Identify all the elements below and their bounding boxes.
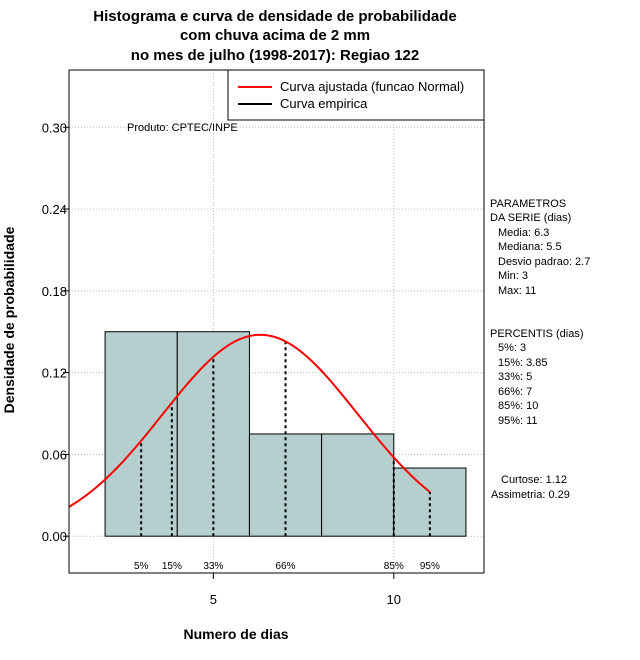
- pct-value-85: 85%: 10: [498, 400, 538, 412]
- x-axis-label: Numero de dias: [183, 626, 288, 642]
- y-tick-label: 0.18: [42, 284, 67, 299]
- series-parameters: PARAMETROS DA SERIE (dias) Media: 6.3 Me…: [490, 198, 590, 297]
- percentile-label: 33%: [203, 561, 223, 572]
- legend-box: [227, 69, 485, 121]
- title-line-3: no mes de julho (1998-2017): Regiao 122: [131, 47, 419, 64]
- percentile-lines: 5% 15% 33% 66% 85% 95%: [134, 341, 440, 572]
- y-tick-label: 0.06: [42, 447, 67, 462]
- param-max: Max: 11: [498, 285, 536, 297]
- pct-value-15: 15%: 3.85: [498, 357, 548, 369]
- y-axis: 0.00 0.06 0.12 0.18 0.24 0.30: [42, 120, 69, 544]
- y-tick-label: 0.12: [42, 366, 67, 381]
- percentile-label: 95%: [420, 561, 440, 572]
- pct-value-95: 95%: 11: [498, 415, 538, 427]
- title-line-1: Histograma e curva de densidade de proba…: [93, 8, 456, 25]
- source-note: Produto: CPTEC/INPE: [127, 122, 238, 134]
- param-media: Media: 6.3: [498, 227, 549, 239]
- pct-value-33: 33%: 5: [498, 371, 532, 383]
- percentile-label: 15%: [162, 561, 182, 572]
- histogram-bars: [104, 331, 467, 537]
- x-axis: 5 10: [210, 573, 401, 607]
- y-tick-label: 0.30: [42, 120, 67, 135]
- title-line-2: com chuva acima de 2 mm: [180, 27, 370, 44]
- pct-value-66: 66%: 7: [498, 386, 532, 398]
- param-heading-1: PARAMETROS: [490, 198, 566, 210]
- percentile-label: 85%: [384, 561, 404, 572]
- percentile-label: 5%: [134, 561, 149, 572]
- x-tick-label: 5: [210, 592, 217, 607]
- histogram-bar: [321, 433, 395, 537]
- chart-title: Histograma e curva de densidade de proba…: [93, 8, 456, 64]
- percentile-values: PERCENTIS (dias) 5%: 3 15%: 3.85 33%: 5 …: [490, 328, 584, 427]
- legend-label-empirical: Curva empirica: [280, 96, 368, 111]
- normal-fit-curve: [68, 333, 431, 508]
- pct-heading: PERCENTIS (dias): [490, 328, 584, 340]
- histogram-bar: [393, 467, 467, 537]
- pct-value-5: 5%: 3: [498, 342, 526, 354]
- legend-label-fit: Curva ajustada (funcao Normal): [280, 79, 464, 94]
- y-tick-label: 0.00: [42, 529, 67, 544]
- x-tick-label: 10: [387, 592, 401, 607]
- param-mediana: Mediana: 5.5: [498, 241, 562, 253]
- param-heading-2: DA SERIE (dias): [490, 212, 571, 224]
- percentile-label: 66%: [276, 561, 296, 572]
- y-tick-label: 0.24: [42, 202, 67, 217]
- curtose: Curtose: 1.12: [501, 474, 567, 486]
- assimetria: Assimetria: 0.29: [491, 489, 570, 501]
- legend: Curva ajustada (funcao Normal) Curva emp…: [227, 69, 485, 121]
- y-axis-label: Densidade de probabilidade: [1, 226, 17, 413]
- param-desvio: Desvio padrao: 2.7: [498, 256, 590, 268]
- param-min: Min: 3: [498, 270, 528, 282]
